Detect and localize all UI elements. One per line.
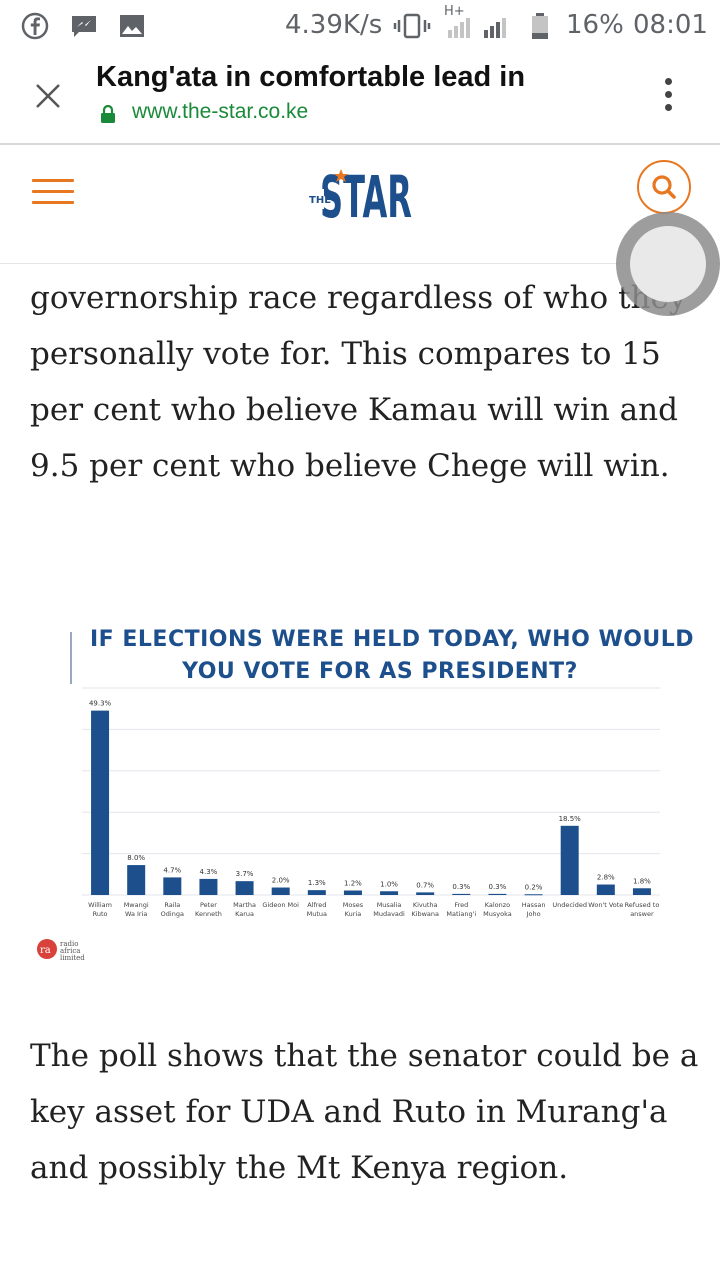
close-icon[interactable] — [34, 82, 62, 110]
chart-category-label: Gideon Moi — [262, 901, 299, 909]
poll-chart: IF ELECTIONS WERE HELD TODAY, WHO WOULD … — [30, 620, 695, 965]
chart-category-label: Undecided — [552, 901, 587, 909]
the-star-logo[interactable]: STAR THE — [308, 157, 414, 221]
chart-bar — [596, 884, 615, 895]
chart-category-label: Odinga — [161, 910, 184, 918]
svg-text:africa: africa — [60, 947, 80, 955]
title-accent-line — [70, 632, 72, 684]
chart-category-label: Alfred — [307, 901, 326, 909]
chart-value-label: 0.2% — [525, 883, 543, 891]
more-options-icon[interactable] — [654, 78, 682, 118]
radio-africa-logo: ra radio africa limited — [37, 939, 85, 962]
chart-category-label: Musyoka — [483, 910, 512, 918]
assistive-touch-button[interactable] — [616, 212, 720, 316]
chart-category-label: Refused to — [625, 901, 660, 909]
custom-tab-toolbar: Kang'ata in comfortable lead in www.the-… — [0, 50, 720, 145]
signal-icon — [448, 18, 506, 38]
chart-category-label: Hassan — [522, 901, 546, 909]
chart-value-label: 1.2% — [344, 880, 362, 888]
article-paragraph: The poll shows that the senator could be… — [30, 1038, 699, 1186]
chart-value-label: 8.0% — [127, 854, 145, 862]
messenger-icon — [72, 16, 96, 37]
chart-value-label: 4.7% — [163, 866, 181, 874]
chart-category-label: Kibwana — [411, 910, 439, 918]
chart-title-line-1: IF ELECTIONS WERE HELD TODAY, WHO WOULD — [90, 627, 695, 652]
chart-value-label: 2.0% — [272, 877, 290, 885]
chart-category-label: Kenneth — [195, 910, 222, 918]
lock-icon — [101, 104, 115, 123]
search-button[interactable] — [637, 160, 691, 214]
clock: 08:01 — [633, 10, 708, 40]
chart-category-label: Joho — [526, 910, 541, 918]
chart-value-label: 1.8% — [633, 877, 651, 885]
chart-category-label: Moses — [343, 901, 364, 909]
chart-title-line-2: YOU VOTE FOR AS PRESIDENT? — [182, 659, 578, 684]
menu-icon[interactable] — [32, 179, 74, 205]
chart-bar — [416, 892, 435, 895]
chart-category-label: Ruto — [93, 910, 108, 918]
vibrate-icon — [393, 13, 431, 39]
chart-category-label: Kuria — [345, 910, 362, 918]
chart-bar — [307, 890, 326, 895]
chart-value-label: 3.7% — [236, 870, 254, 878]
chart-category-label: Won't Vote — [588, 901, 623, 909]
chart-category-label: Martha — [233, 901, 256, 909]
chart-category-label: William — [88, 901, 112, 909]
status-bar: 4.39K/s H+ 16% 08:01 — [0, 0, 720, 50]
battery-icon — [532, 13, 548, 39]
chart-category-label: Mudavadi — [373, 910, 405, 918]
chart-bar — [524, 894, 543, 896]
svg-text:limited: limited — [60, 954, 85, 962]
chart-category-label: Raila — [164, 901, 180, 909]
chart-value-label: 0.3% — [452, 883, 470, 891]
chart-category-label: Matiang'i — [446, 910, 476, 918]
chart-value-label: 18.5% — [559, 815, 582, 823]
chart-bar — [560, 825, 579, 895]
chart-value-label: 0.3% — [489, 883, 507, 891]
chart-category-label: Wa Iria — [125, 910, 147, 918]
page-title: Kang'ata in comfortable lead in — [96, 61, 526, 93]
chart-bar — [199, 878, 218, 895]
article-paragraph: governorship race regardless of who they… — [30, 280, 687, 484]
svg-text:radio: radio — [60, 940, 78, 948]
battery-level: 16% — [566, 10, 624, 40]
chart-value-label: 1.3% — [308, 879, 326, 887]
chart-category-label: Peter — [200, 901, 217, 909]
chart-title: IF ELECTIONS WERE HELD TODAY, WHO WOULD … — [90, 624, 695, 688]
chart-category-label: Mutua — [307, 910, 327, 918]
svg-text:THE: THE — [309, 195, 331, 206]
chart-category-label: Kivutha — [413, 901, 438, 909]
chart-bar — [452, 893, 471, 895]
chart-category-label: Kalonzo — [485, 901, 510, 909]
facebook-icon — [21, 12, 49, 40]
chart-value-label: 1.0% — [380, 880, 398, 888]
search-icon — [652, 175, 676, 199]
chart-bar — [127, 865, 146, 895]
chart-category-label: Musalia — [377, 901, 402, 909]
chart-bar — [380, 891, 399, 895]
chart-value-label: 2.8% — [597, 874, 615, 882]
chart-category-label: Mwangi — [124, 901, 149, 909]
chart-category-label: Karua — [235, 910, 254, 918]
chart-bar — [163, 877, 182, 895]
chart-category-label: Fred — [454, 901, 468, 909]
chart-value-label: 49.3% — [89, 700, 112, 708]
svg-text:STAR: STAR — [320, 163, 412, 221]
chart-category-label: answer — [630, 910, 654, 918]
chart-bar — [235, 881, 254, 895]
chart-bar — [488, 893, 507, 895]
svg-text:ra: ra — [40, 945, 51, 956]
chart-value-label: 4.3% — [200, 868, 218, 876]
chart-bar — [91, 710, 110, 895]
chart-bar — [343, 890, 362, 895]
url-text[interactable]: www.the-star.co.ke — [132, 100, 309, 123]
network-type: H+ — [444, 4, 465, 19]
chart-bar — [632, 888, 651, 895]
chart-value-label: 0.7% — [416, 881, 434, 889]
network-speed: 4.39K/s — [285, 10, 383, 40]
gallery-icon — [120, 15, 144, 37]
site-header: STAR THE — [0, 145, 720, 264]
chart-bar — [271, 887, 290, 895]
